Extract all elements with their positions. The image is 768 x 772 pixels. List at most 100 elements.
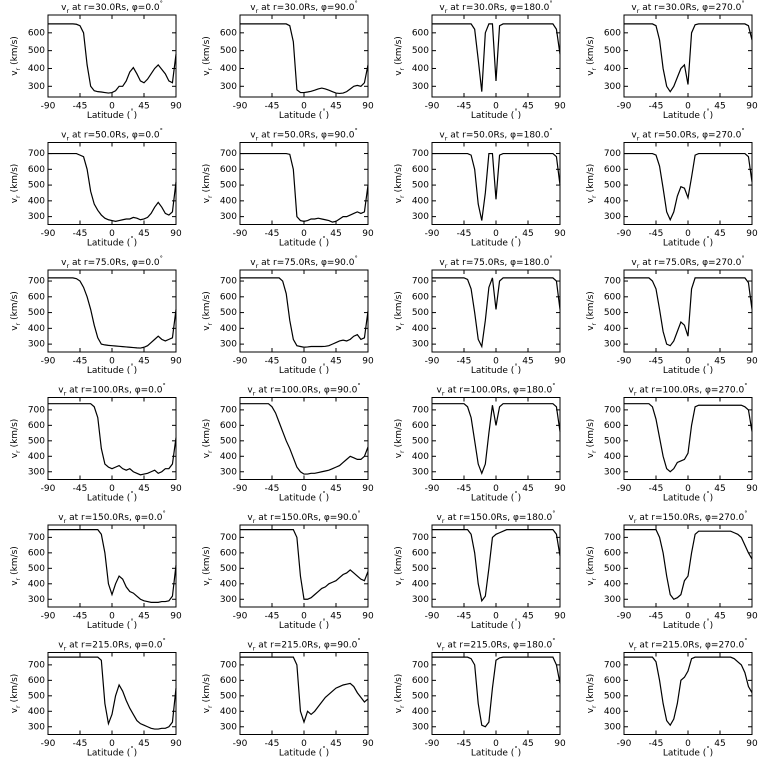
panel-title: vr at r=75.0Rs, φ=90.0° [250, 254, 358, 270]
data-line [432, 277, 561, 349]
x-tick-label: -90 [617, 739, 632, 749]
x-tick-label: 0 [493, 739, 499, 749]
x-tick-label: 0 [301, 739, 307, 749]
y-tick-label: 700 [28, 405, 45, 415]
x-tick-label: 45 [714, 229, 725, 239]
x-tick-label: -90 [41, 612, 56, 622]
panel: vr at r=50.0Rs, φ=0.0° -90 -45 0 45 90 300 400 5… [10, 127, 182, 249]
y-tick-label: 700 [604, 277, 621, 287]
y-tick-label: 500 [412, 564, 429, 574]
plot-frame [431, 524, 561, 608]
y-tick-label: 600 [412, 548, 429, 558]
panel-title: vr at r=150.0Rs, φ=0.0° [58, 509, 166, 525]
y-tick-label: 300 [220, 467, 237, 477]
y-tick-label: 500 [28, 691, 45, 701]
y-tick-label: 500 [604, 436, 621, 446]
data-line [624, 152, 753, 222]
y-tick-label: 700 [28, 660, 45, 670]
panel: vr at r=75.0Rs, φ=0.0° -90 -45 0 45 90 300 400 5… [10, 254, 182, 376]
data-line [624, 656, 753, 727]
y-tick-label: 600 [28, 165, 45, 175]
y-tick-label: 500 [220, 46, 237, 56]
x-tick-label: 90 [362, 229, 374, 239]
x-tick-label: 45 [138, 484, 149, 494]
y-tick-label: 300 [28, 82, 45, 92]
x-tick-label: 45 [138, 102, 149, 112]
panel: vr at r=30.0Rs, φ=0.0° -90 -45 0 45 90 300 400 5… [10, 0, 182, 121]
y-tick-label: 400 [604, 324, 621, 334]
x-tick-label: 90 [362, 484, 374, 494]
y-axis-label: vr (km/s) [394, 36, 407, 76]
y-tick-label: 600 [220, 165, 237, 175]
y-axis-label: vr (km/s) [10, 674, 23, 714]
panel-title: vr at r=215.0Rs, φ=180.0° [437, 637, 556, 653]
panel: vr at r=30.0Rs, φ=270.0° -90 -45 0 45 90 300 40… [586, 0, 758, 121]
plot-frame [623, 524, 753, 608]
y-tick-label: 400 [604, 452, 621, 462]
y-axis-label: vr (km/s) [202, 164, 215, 204]
x-tick-label: 0 [109, 484, 115, 494]
y-tick-label: 300 [28, 467, 45, 477]
x-tick-label: -45 [265, 484, 280, 494]
x-axis-label: Latitude (°) [663, 745, 713, 759]
y-tick-label: 300 [28, 722, 45, 732]
x-tick-label: 90 [362, 357, 374, 367]
y-tick-label: 600 [220, 292, 237, 302]
x-tick-label: -45 [457, 229, 472, 239]
y-tick-label: 300 [220, 212, 237, 222]
y-tick-label: 300 [220, 595, 237, 605]
x-tick-label: 45 [330, 612, 341, 622]
y-tick-label: 700 [220, 660, 237, 670]
panel-title: vr at r=150.0Rs, φ=180.0° [437, 509, 556, 525]
y-tick-label: 700 [604, 660, 621, 670]
x-tick-label: 0 [109, 357, 115, 367]
y-tick-label: 500 [604, 691, 621, 701]
x-axis-label: Latitude (°) [471, 107, 521, 121]
plot-frame [47, 652, 177, 735]
y-tick-label: 600 [604, 676, 621, 686]
y-tick-label: 500 [412, 691, 429, 701]
data-line [48, 656, 177, 730]
x-tick-label: 45 [714, 357, 725, 367]
x-tick-label: 90 [170, 739, 182, 749]
y-tick-label: 400 [28, 579, 45, 589]
x-tick-label: 90 [362, 102, 374, 112]
data-line [240, 656, 369, 725]
x-tick-label: 0 [109, 612, 115, 622]
y-tick-label: 300 [412, 212, 429, 222]
x-tick-label: 45 [522, 357, 533, 367]
panel: vr at r=75.0Rs, φ=180.0° -90 -45 0 45 90 300 40… [394, 254, 566, 376]
panel: vr at r=100.0Rs, φ=0.0° -90 -45 0 45 90 300 400… [10, 382, 182, 504]
x-tick-label: -90 [617, 484, 632, 494]
y-tick-label: 600 [28, 421, 45, 431]
y-tick-label: 500 [220, 308, 237, 318]
data-line [432, 152, 561, 221]
panel-title: vr at r=215.0Rs, φ=0.0° [58, 637, 166, 653]
x-tick-label: -90 [617, 612, 632, 622]
y-tick-label: 600 [412, 676, 429, 686]
panel: vr at r=30.0Rs, φ=90.0° -90 -45 0 45 90 300 400… [202, 0, 374, 121]
x-tick-label: 0 [493, 229, 499, 239]
y-axis-label: vr (km/s) [10, 291, 23, 331]
y-tick-label: 700 [28, 533, 45, 543]
y-tick-label: 600 [220, 28, 237, 38]
plot-frame [239, 142, 369, 225]
x-tick-label: 90 [554, 484, 566, 494]
plot-frame [431, 14, 561, 98]
x-tick-label: 90 [746, 357, 758, 367]
y-axis-label: vr (km/s) [586, 546, 599, 586]
plot-frame [47, 397, 177, 480]
y-tick-label: 600 [604, 165, 621, 175]
y-tick-label: 700 [604, 533, 621, 543]
y-tick-label: 500 [412, 308, 429, 318]
x-tick-label: -45 [73, 357, 88, 367]
y-tick-label: 600 [220, 421, 237, 431]
x-tick-label: -90 [425, 357, 440, 367]
x-tick-label: 45 [330, 357, 341, 367]
y-tick-label: 400 [28, 707, 45, 717]
panel-title: vr at r=215.0Rs, φ=270.0° [629, 637, 748, 653]
y-tick-label: 700 [220, 405, 237, 415]
y-tick-label: 300 [220, 722, 237, 732]
x-axis-label: Latitude (°) [87, 745, 137, 759]
